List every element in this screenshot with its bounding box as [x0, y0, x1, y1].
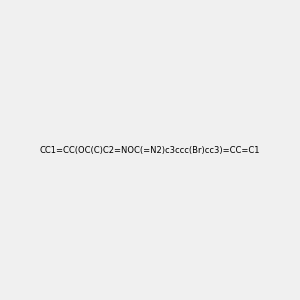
Text: CC1=CC(OC(C)C2=NOC(=N2)c3ccc(Br)cc3)=CC=C1: CC1=CC(OC(C)C2=NOC(=N2)c3ccc(Br)cc3)=CC=…	[40, 146, 260, 154]
